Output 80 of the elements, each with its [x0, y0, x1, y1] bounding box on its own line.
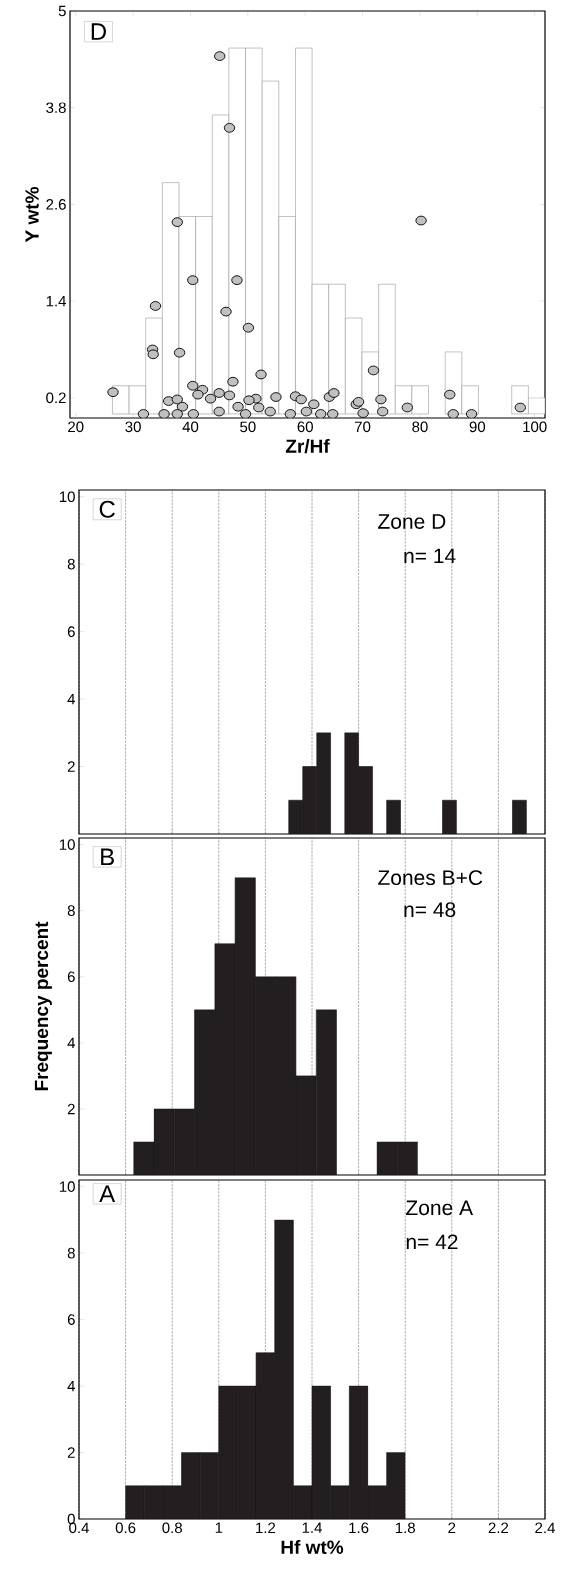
x-tick-label: 2.2 — [488, 1522, 509, 1533]
point — [187, 380, 199, 391]
y-tick-label: 6 — [67, 1314, 75, 1325]
x-tick-label: 1.2 — [256, 1522, 276, 1533]
point — [220, 306, 232, 317]
x-tick-label: 20 — [68, 421, 84, 433]
annotation: n= 48 — [404, 902, 456, 918]
x-tick-label: 1 — [215, 1522, 223, 1533]
point — [375, 394, 387, 405]
x-tick-label: 70 — [355, 421, 371, 433]
x-tick-label: 2 — [448, 1522, 456, 1533]
y-tick-label: 5 — [58, 5, 66, 17]
point — [107, 387, 119, 398]
point — [255, 369, 267, 380]
y-tick-label: 10 — [59, 839, 75, 850]
x-tick-label: 90 — [469, 421, 486, 433]
x-tick-label: 1.6 — [349, 1522, 369, 1534]
point — [171, 217, 183, 227]
point — [231, 275, 243, 286]
point — [173, 347, 186, 358]
point — [223, 123, 236, 133]
point — [171, 394, 183, 405]
y-tick-label: 6 — [67, 971, 75, 983]
x-tick-label: 60 — [297, 421, 313, 433]
annotation: n= 42 — [406, 1234, 458, 1250]
point — [204, 393, 217, 404]
x-tick-label: 40 — [182, 421, 199, 433]
annotation: D — [91, 23, 106, 40]
y-tick-label: 2 — [67, 1447, 75, 1458]
annotation: Zone A — [406, 1200, 474, 1216]
point — [187, 275, 199, 286]
point — [328, 388, 340, 398]
y-tick-label: 0.2 — [46, 392, 66, 404]
x-axis-title: Hf wt% — [281, 1540, 344, 1554]
x-tick-label: 0.6 — [115, 1522, 136, 1534]
y-tick-label: 2 — [67, 1103, 75, 1115]
point — [295, 394, 307, 405]
y-tick-label: 10 — [59, 491, 75, 503]
point — [243, 395, 255, 406]
y-tick-label: 1.4 — [46, 295, 67, 307]
y-tick-label: 4 — [67, 1380, 76, 1392]
x-tick-label: 2.4 — [535, 1522, 555, 1533]
x-tick-label: 1.4 — [302, 1522, 322, 1533]
y-tick-label: 10 — [59, 1181, 75, 1192]
point — [223, 390, 236, 401]
point — [444, 389, 456, 400]
y-tick-label: 4 — [67, 693, 76, 705]
y-tick-label: 2.6 — [46, 199, 66, 210]
point — [270, 392, 282, 402]
point — [147, 349, 159, 360]
point — [367, 365, 380, 376]
annotation: n= 14 — [404, 548, 456, 564]
y-tick-label: 8 — [67, 905, 75, 916]
point — [227, 376, 239, 387]
point — [192, 389, 204, 400]
y-tick-label: 8 — [67, 1247, 75, 1259]
y-tick-label: 2 — [67, 761, 75, 772]
y-tick-label: 8 — [67, 558, 75, 570]
y-axis-title: Y wt% — [25, 187, 39, 243]
x-tick-label: 1.8 — [395, 1522, 415, 1534]
x-tick-label: 30 — [125, 421, 141, 433]
annotation: Zone D — [378, 514, 446, 529]
point — [242, 322, 255, 333]
point — [213, 388, 225, 398]
x-tick-label: 80 — [412, 421, 428, 433]
y-tick-label: 3.8 — [46, 102, 66, 113]
point — [415, 215, 427, 226]
annotation: B — [101, 848, 114, 866]
x-tick-label: 0.8 — [162, 1522, 182, 1534]
point — [214, 51, 226, 61]
y-tick-label: 6 — [67, 626, 75, 637]
y-tick-label: 4 — [67, 1037, 76, 1048]
x-tick-label: 100 — [523, 421, 547, 433]
annotation: C — [99, 500, 115, 518]
y-axis-title: Frequency percent — [34, 921, 52, 1091]
x-tick-label: 50 — [240, 421, 256, 433]
annotation: A — [99, 1185, 116, 1203]
annotation: Zones B+C — [378, 870, 483, 886]
point — [149, 301, 162, 311]
x-axis-title: Zr/Hf — [285, 439, 330, 454]
